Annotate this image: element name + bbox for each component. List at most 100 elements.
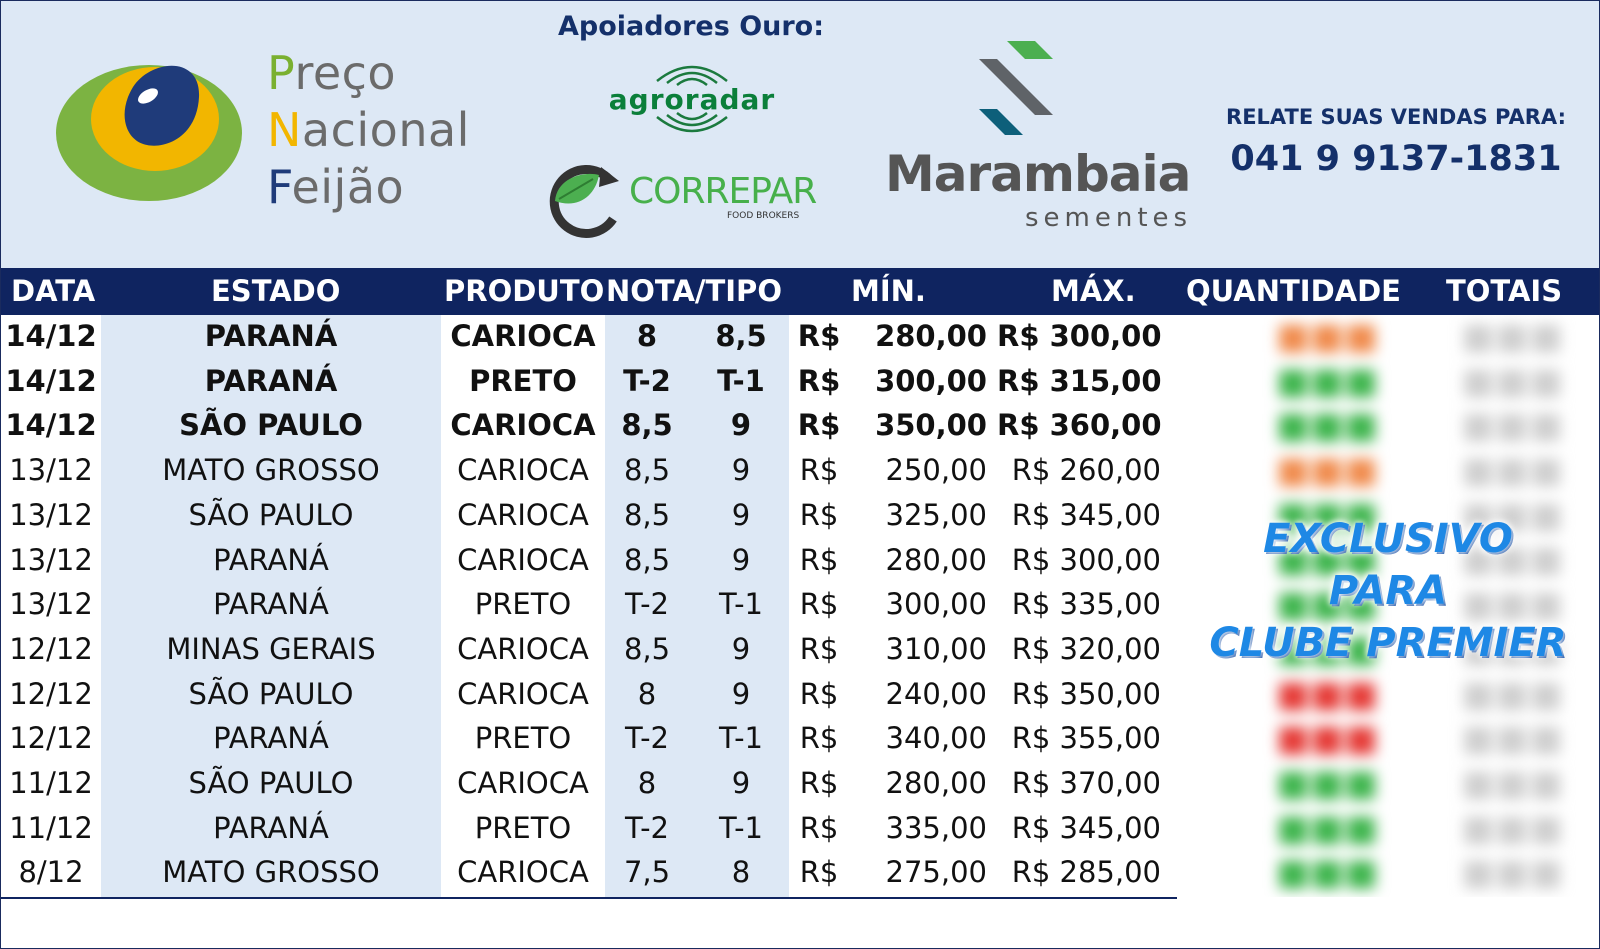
cell-min: 300,00 <box>875 363 987 398</box>
table-body: 14/12 PARANÁ CARIOCA 8 8,5 R$ 280,00 R$ 300,00 1… <box>1 315 1599 897</box>
cell-min: 240,00 <box>885 676 987 711</box>
cell-cur: R$ <box>799 497 839 532</box>
marambaia-mark-icon <box>979 41 1053 135</box>
blurred-quantity-value: ■■■ <box>1275 450 1379 492</box>
exclusive-blurred-area: ■■■ ■■■ ■■■ ■■■ ■■■ ■■■ ■■■ ■■■ ■■■ ■■■ ■■■ ■■■ ■■■ … <box>1177 315 1599 897</box>
table-row: 12/12 MINAS GERAIS CARIOCA 8,5 9 R$ 310,00 R$ 3… <box>1 628 1177 673</box>
cell-produto: PRETO <box>469 363 577 398</box>
cell-produto: CARIOCA <box>457 766 589 800</box>
cell-nota: 8 <box>637 676 657 711</box>
cell-data: 8/12 <box>18 855 84 890</box>
cell-min: 275,00 <box>885 855 987 890</box>
cell-data: 14/12 <box>5 319 97 353</box>
table-bottom-rule <box>1 897 1177 899</box>
table-row: 11/12 SÃO PAULO CARIOCA 8 9 R$ 280,00 R$ 370,00 <box>1 762 1177 807</box>
table-row: 13/12 PARANÁ PRETO T-2 T-1 R$ 300,00 R$ 335,00 <box>1 583 1177 628</box>
cell-nota: 8,5 <box>623 497 671 532</box>
table-row: 12/12 SÃO PAULO CARIOCA 8 9 R$ 240,00 R$ 350,00 <box>1 673 1177 718</box>
cell-tipo: T-1 <box>719 810 763 845</box>
cell-max: R$ 360,00 <box>997 408 1162 443</box>
cell-nota: T-2 <box>625 721 669 756</box>
blurred-totais-value: ■■■ <box>1460 852 1564 894</box>
cell-nota: 8,5 <box>621 408 673 443</box>
cell-data: 13/12 <box>9 542 93 577</box>
blurred-totais-value: ■■■ <box>1460 539 1564 581</box>
cell-produto: CARIOCA <box>450 408 596 443</box>
blurred-quantity-column: ■■■ ■■■ ■■■ ■■■ ■■■ ■■■ ■■■ ■■■ ■■■ ■■■ ■■■ ■■■ ■■■ <box>1247 315 1407 896</box>
blurred-totais-value: ■■■ <box>1460 316 1564 357</box>
cell-tipo: 8 <box>731 855 751 890</box>
col-header-nota-tipo: NOTA/TIPO <box>606 274 782 308</box>
blurred-totais-value: ■■■ <box>1460 807 1564 849</box>
cell-tipo: 9 <box>731 766 751 800</box>
cell-min: 335,00 <box>885 810 987 845</box>
exclusive-line-3: CLUBE PREMIER <box>1209 620 1567 666</box>
exclusive-line-2: PARA <box>1328 568 1448 614</box>
cell-cur: R$ <box>799 766 839 800</box>
cell-cur: R$ <box>799 453 839 488</box>
cell-min: 300,00 <box>885 587 987 622</box>
exclusive-notice: EXCLUSIVO PARA CLUBE PREMIER <box>1177 513 1599 669</box>
cell-nota: 7,5 <box>623 855 671 890</box>
cell-nota: T-2 <box>625 587 669 622</box>
cell-data: 14/12 <box>5 363 97 398</box>
cell-produto: CARIOCA <box>457 676 589 711</box>
cell-data: 13/12 <box>9 453 93 488</box>
cell-max: R$ 370,00 <box>1011 766 1161 800</box>
blurred-totais-value: ■■■ <box>1460 762 1564 804</box>
cell-nota: T-2 <box>623 363 671 398</box>
table-row: 13/12 SÃO PAULO CARIOCA 8,5 9 R$ 325,00 R$ 345,… <box>1 494 1177 539</box>
cell-produto: CARIOCA <box>457 855 589 890</box>
header-banner: Preço Nacional Feijão Apoiadores Ouro: a… <box>1 1 1599 268</box>
cell-produto: CARIOCA <box>457 497 589 532</box>
cell-data: 13/12 <box>9 587 93 622</box>
cell-estado: SÃO PAULO <box>188 676 354 711</box>
cell-data: 12/12 <box>9 676 93 711</box>
cell-produto: PRETO <box>474 810 572 845</box>
blurred-quantity-value: ■■■ <box>1275 360 1379 402</box>
cell-max: R$ 260,00 <box>1011 453 1161 488</box>
blurred-quantity-value: ■■■ <box>1275 807 1379 849</box>
cell-max: R$ 355,00 <box>1011 721 1161 756</box>
cell-cur: R$ <box>799 587 839 622</box>
blurred-totais-value: ■■■ <box>1460 450 1564 492</box>
col-header-produto: PRODUTO <box>444 274 605 308</box>
blurred-quantity-value: ■■■ <box>1275 494 1379 536</box>
cell-tipo: T-1 <box>717 363 765 398</box>
cell-tipo: 8,5 <box>715 319 767 353</box>
correpar-wordmark: CORREPAR <box>629 171 817 212</box>
col-header-max: MÁX. <box>1051 274 1136 308</box>
blurred-quantity-value: ■■■ <box>1275 852 1379 894</box>
brand-line-preco: Preço <box>267 46 397 100</box>
blurred-quantity-value: ■■■ <box>1275 628 1379 670</box>
contact-label: RELATE SUAS VENDAS PARA: <box>1226 105 1566 129</box>
exclusive-line-1: EXCLUSIVO <box>1263 516 1513 562</box>
cell-max: R$ 300,00 <box>997 319 1162 353</box>
cell-max: R$ 350,00 <box>1011 676 1161 711</box>
cell-tipo: 9 <box>731 497 751 532</box>
cell-min: 250,00 <box>885 453 987 488</box>
table-row: 13/12 MATO GROSSO CARIOCA 8,5 9 R$ 250,00 R$ 26… <box>1 449 1177 494</box>
blurred-totais-column: ■■■ ■■■ ■■■ ■■■ ■■■ ■■■ ■■■ ■■■ ■■■ ■■■ ■■■ ■■■ ■■■ <box>1447 315 1577 896</box>
correpar-logo: CORREPAR FOOD BROKERS <box>547 161 817 241</box>
cell-max: R$ 285,00 <box>1011 855 1161 890</box>
cell-max: R$ 315,00 <box>997 363 1162 398</box>
cell-min: 280,00 <box>875 319 987 353</box>
table-row: 8/12 MATO GROSSO CARIOCA 7,5 8 R$ 275,00 R$ 285… <box>1 851 1177 896</box>
cell-tipo: 9 <box>731 631 751 666</box>
blurred-quantity-value: ■■■ <box>1275 718 1379 760</box>
correpar-tagline: FOOD BROKERS <box>727 211 800 221</box>
cell-tipo: T-1 <box>719 587 763 622</box>
cell-data: 13/12 <box>9 497 93 532</box>
cell-max: R$ 345,00 <box>1011 810 1161 845</box>
col-header-totais: TOTAIS <box>1446 274 1563 308</box>
column-shade <box>605 315 789 897</box>
column-shade <box>1 315 101 897</box>
blurred-quantity-value: ■■■ <box>1275 673 1379 715</box>
cell-produto: PRETO <box>474 721 572 756</box>
table-row: 14/12 PARANÁ PRETO T-2 T-1 R$ 300,00 R$ 315,00 <box>1 360 1177 405</box>
cell-data: 12/12 <box>9 631 93 666</box>
brand-name: Preço Nacional Feijão <box>267 45 470 216</box>
cell-nota: 8,5 <box>623 453 671 488</box>
blurred-quantity-value: ■■■ <box>1275 539 1379 581</box>
